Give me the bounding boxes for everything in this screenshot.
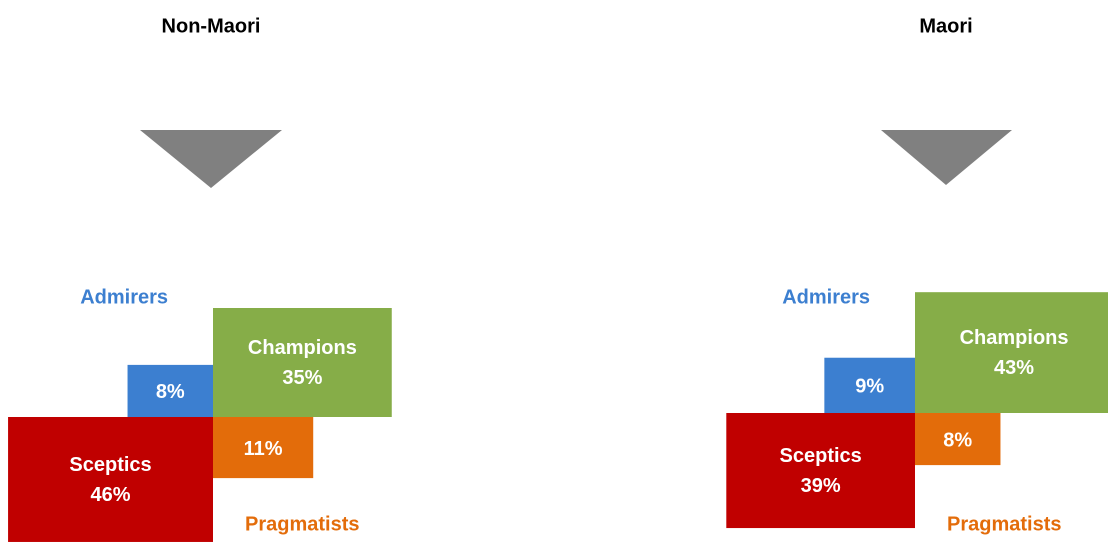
- area-box: [127, 364, 213, 417]
- area-box: [915, 413, 1001, 466]
- segment-name: Champions: [248, 337, 357, 359]
- chart-title: Maori: [919, 15, 972, 37]
- segment-name: Champions: [960, 327, 1069, 349]
- segment-name: Pragmatists: [947, 513, 1062, 535]
- value-label: 46%: [91, 484, 131, 506]
- value-label: 9%: [855, 376, 884, 398]
- segment-name: Admirers: [782, 286, 870, 308]
- area-box: [213, 308, 392, 417]
- segment-name: Pragmatists: [245, 513, 360, 535]
- chart-title: Non-Maori: [162, 15, 261, 37]
- area-box: [213, 417, 314, 479]
- value-label: 43%: [994, 357, 1034, 379]
- area-box: [8, 417, 214, 542]
- segment-name: Sceptics: [69, 454, 151, 476]
- arrow: [881, 130, 1012, 185]
- area-box: [824, 357, 915, 413]
- value-label: 8%: [156, 381, 185, 403]
- area-box: [726, 413, 915, 529]
- value-label: 39%: [801, 475, 841, 497]
- value-label: 35%: [282, 367, 322, 389]
- area-box: [915, 292, 1108, 413]
- segment-name: Admirers: [80, 286, 168, 308]
- segment-name: Sceptics: [780, 445, 862, 467]
- value-label: 11%: [244, 438, 283, 460]
- value-label: 8%: [943, 429, 972, 451]
- arrow: [140, 130, 282, 188]
